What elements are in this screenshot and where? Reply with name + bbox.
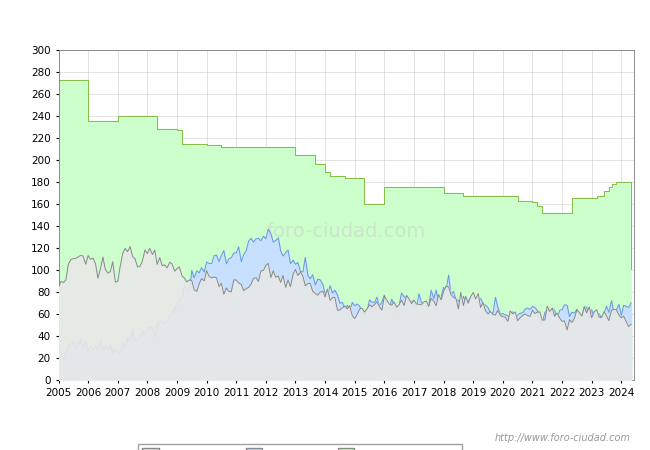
Text: http://www.foro-ciudad.com: http://www.foro-ciudad.com	[495, 433, 630, 443]
Text: Terrateig - Evolucion de la poblacion en edad de Trabajar Mayo de 2024: Terrateig - Evolucion de la poblacion en…	[57, 17, 593, 30]
Text: foro-ciudad.com: foro-ciudad.com	[266, 222, 426, 241]
Legend: Ocupados, Parados, Hab. entre 16-64: Ocupados, Parados, Hab. entre 16-64	[138, 444, 462, 450]
